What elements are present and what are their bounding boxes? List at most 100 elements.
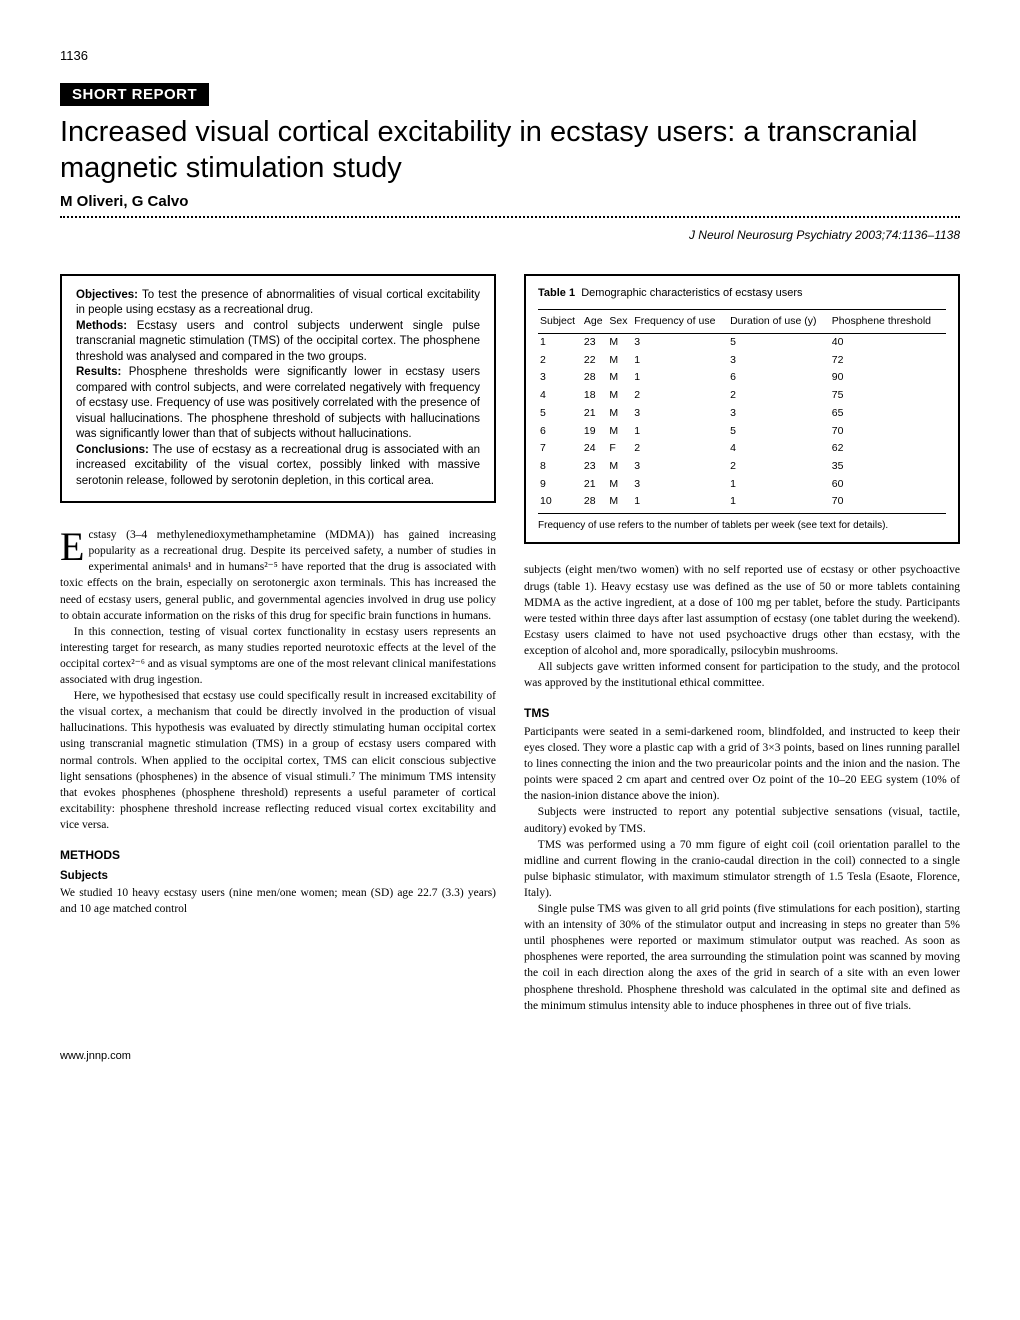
table-cell: F	[607, 440, 632, 458]
table-cell: 90	[830, 369, 946, 387]
table-cell: 23	[582, 333, 608, 351]
left-column: Objectives: To test the presence of abno…	[60, 274, 496, 1014]
tms-paragraph-4: Single pulse TMS was given to all grid p…	[524, 901, 960, 1014]
table-note: Frequency of use refers to the number of…	[538, 520, 946, 533]
abstract-results-label: Results:	[76, 366, 121, 378]
table-cell: 6	[728, 369, 830, 387]
table-cell: M	[607, 422, 632, 440]
two-column-layout: Objectives: To test the presence of abno…	[60, 274, 960, 1014]
footer-url: www.jnnp.com	[60, 1050, 960, 1062]
table-cell: 3	[632, 475, 728, 493]
table-cell: M	[607, 387, 632, 405]
table-cell: 1	[632, 369, 728, 387]
table-cell: M	[607, 351, 632, 369]
table-cell: 7	[538, 440, 582, 458]
table-cell: 60	[830, 475, 946, 493]
intro-paragraph-1: cstasy (3–4 methylenedioxymethamphetamin…	[60, 529, 496, 621]
table-cell: M	[607, 457, 632, 475]
table-cell: M	[607, 369, 632, 387]
article-title: Increased visual cortical excitability i…	[60, 114, 960, 187]
table-cell: 2	[632, 387, 728, 405]
table-cell: 3	[632, 457, 728, 475]
table-col-age: Age	[582, 309, 608, 333]
table-cell: 9	[538, 475, 582, 493]
table-cell: M	[607, 333, 632, 351]
table-row: 921M3160	[538, 475, 946, 493]
table-cell: 28	[582, 493, 608, 514]
abstract-objectives-label: Objectives:	[76, 289, 138, 301]
table-cell: 21	[582, 475, 608, 493]
tms-paragraph-3: TMS was performed using a 70 mm figure o…	[524, 837, 960, 901]
table-cell: 2	[728, 387, 830, 405]
table-row: 418M2275	[538, 387, 946, 405]
table-col-threshold: Phosphene threshold	[830, 309, 946, 333]
table-row: 521M3365	[538, 404, 946, 422]
table-cell: 28	[582, 369, 608, 387]
abstract-methods-label: Methods:	[76, 320, 127, 332]
table-cell: 1	[632, 351, 728, 369]
abstract-results: Phosphene thresholds were significantly …	[76, 366, 480, 440]
table-caption: Demographic characteristics of ecstasy u…	[581, 287, 802, 299]
table-cell: 3	[728, 351, 830, 369]
table-col-duration: Duration of use (y)	[728, 309, 830, 333]
table-cell: 22	[582, 351, 608, 369]
abstract-conclusions-label: Conclusions:	[76, 444, 149, 456]
right-paragraph-1: subjects (eight men/two women) with no s…	[524, 562, 960, 659]
table-header-row: Subject Age Sex Frequency of use Duratio…	[538, 309, 946, 333]
table-cell: 1	[728, 493, 830, 514]
right-paragraph-2: All subjects gave written informed conse…	[524, 659, 960, 691]
table-row: 823M3235	[538, 457, 946, 475]
table-cell: 1	[632, 493, 728, 514]
table-row: 619M1570	[538, 422, 946, 440]
table-col-sex: Sex	[607, 309, 632, 333]
body-text-left: Ecstasy (3–4 methylenedioxymethamphetami…	[60, 527, 496, 917]
intro-paragraph-3: Here, we hypothesised that ecstasy use c…	[60, 688, 496, 833]
dropcap: E	[60, 527, 88, 565]
table-cell: 4	[538, 387, 582, 405]
table-cell: 10	[538, 493, 582, 514]
page-number: 1136	[60, 48, 960, 63]
table-col-freq: Frequency of use	[632, 309, 728, 333]
tms-heading: TMS	[524, 705, 960, 722]
table-cell: 3	[728, 404, 830, 422]
table-row: 222M1372	[538, 351, 946, 369]
table-cell: 5	[728, 333, 830, 351]
tms-paragraph-2: Subjects were instructed to report any p…	[524, 804, 960, 836]
table-cell: 70	[830, 422, 946, 440]
table-cell: 3	[538, 369, 582, 387]
table-cell: 21	[582, 404, 608, 422]
table-cell: 62	[830, 440, 946, 458]
citation: J Neurol Neurosurg Psychiatry 2003;74:11…	[60, 228, 960, 242]
tms-paragraph-1: Participants were seated in a semi-darke…	[524, 724, 960, 804]
table-cell: 19	[582, 422, 608, 440]
table-cell: 4	[728, 440, 830, 458]
table-cell: 24	[582, 440, 608, 458]
table-row: 123M3540	[538, 333, 946, 351]
subjects-paragraph: We studied 10 heavy ecstasy users (nine …	[60, 885, 496, 917]
table-cell: 8	[538, 457, 582, 475]
table-cell: 3	[632, 333, 728, 351]
table-cell: 1	[538, 333, 582, 351]
table-cell: 70	[830, 493, 946, 514]
body-text-right: subjects (eight men/two women) with no s…	[524, 562, 960, 1013]
subjects-heading: Subjects	[60, 868, 496, 884]
table-1: Table 1 Demographic characteristics of e…	[524, 274, 960, 545]
authors: M Oliveri, G Calvo	[60, 193, 960, 210]
section-label: SHORT REPORT	[60, 83, 209, 106]
abstract-methods: Ecstasy users and control subjects under…	[76, 320, 480, 363]
table-cell: 6	[538, 422, 582, 440]
table-cell: 72	[830, 351, 946, 369]
table-cell: 1	[632, 422, 728, 440]
table-cell: 35	[830, 457, 946, 475]
table-cell: 3	[632, 404, 728, 422]
table-1-data: Subject Age Sex Frequency of use Duratio…	[538, 309, 946, 514]
table-cell: 2	[728, 457, 830, 475]
table-row: 724F2462	[538, 440, 946, 458]
intro-paragraph-2: In this connection, testing of visual co…	[60, 624, 496, 688]
methods-heading: METHODS	[60, 847, 496, 864]
table-col-subject: Subject	[538, 309, 582, 333]
table-cell: M	[607, 404, 632, 422]
table-cell: 1	[728, 475, 830, 493]
table-cell: 2	[538, 351, 582, 369]
table-cell: 65	[830, 404, 946, 422]
